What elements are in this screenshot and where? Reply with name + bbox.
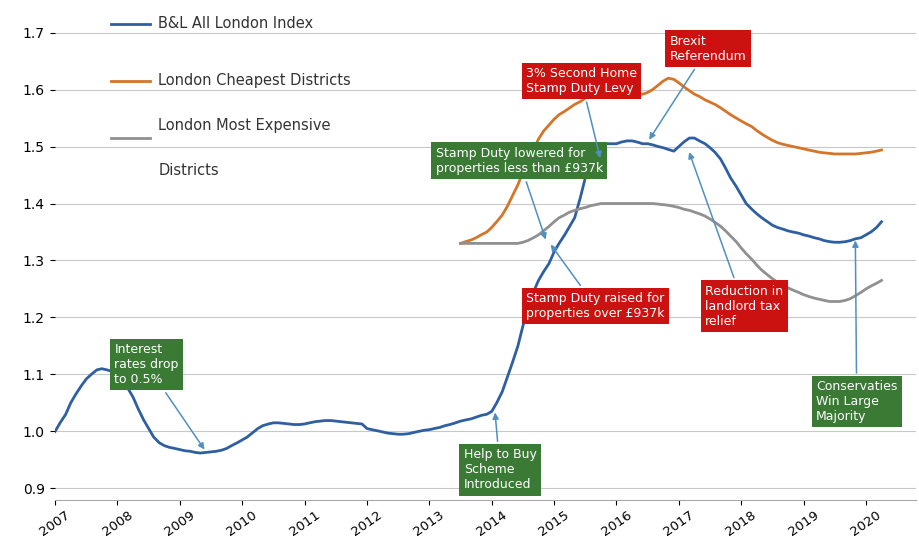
Text: Interest
rates drop
to 0.5%: Interest rates drop to 0.5% (114, 343, 203, 448)
Text: Conservaties
Win Large
Majority: Conservaties Win Large Majority (815, 242, 896, 423)
Text: Brexit
Referendum: Brexit Referendum (650, 35, 745, 138)
Text: Districts: Districts (158, 163, 219, 178)
Text: Help to Buy
Scheme
Introduced: Help to Buy Scheme Introduced (463, 414, 536, 491)
Text: London Cheapest Districts: London Cheapest Districts (158, 73, 351, 89)
Text: Reduction in
landlord tax
relief: Reduction in landlord tax relief (688, 154, 782, 327)
Text: Stamp Duty raised for
properties over £937k: Stamp Duty raised for properties over £9… (526, 246, 664, 320)
Text: 3% Second Home
Stamp Duty Levy: 3% Second Home Stamp Duty Levy (526, 67, 636, 156)
Text: Stamp Duty lowered for
properties less than £937k: Stamp Duty lowered for properties less t… (435, 147, 602, 238)
Text: B&L All London Index: B&L All London Index (158, 16, 313, 31)
Text: London Most Expensive: London Most Expensive (158, 118, 331, 133)
